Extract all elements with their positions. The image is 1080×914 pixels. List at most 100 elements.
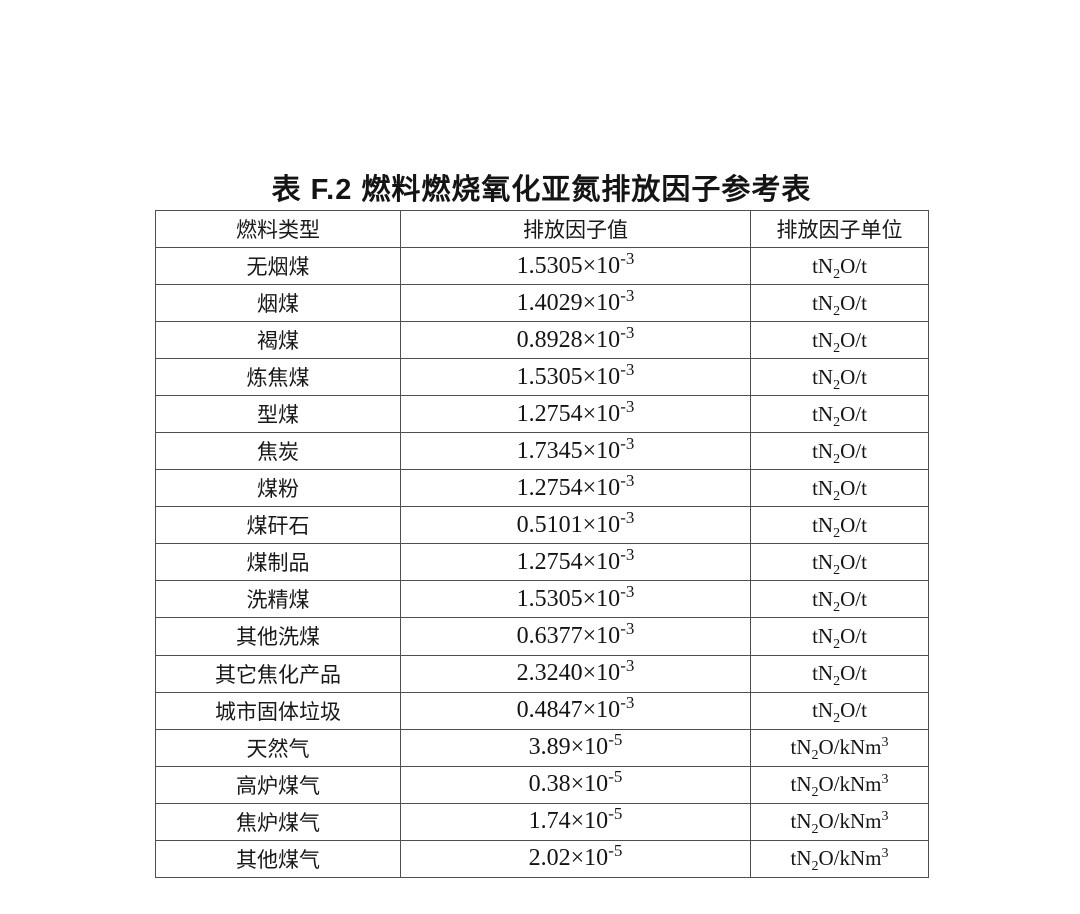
unit-subscript: 2 xyxy=(833,377,841,393)
fuel-cell: 无烟煤 xyxy=(155,246,401,286)
value-exponent: -3 xyxy=(620,359,635,379)
unit-prefix: tN xyxy=(812,549,834,574)
unit-subscript: 2 xyxy=(833,340,841,356)
unit-superscript: 3 xyxy=(881,809,889,825)
unit-cell: tN2O/t xyxy=(750,395,929,434)
value-cell: 3.89×10-5 xyxy=(400,728,751,767)
table-row: 型煤 1.2754×10-3 tN2O/t xyxy=(155,395,929,434)
header-factor-value: 排放因子值 xyxy=(400,210,751,248)
unit-cell: tN2O/t xyxy=(750,580,929,619)
table-row: 焦炉煤气 1.74×10-5 tN2O/kNm3 xyxy=(155,802,929,841)
fuel-cell: 煤制品 xyxy=(155,543,401,582)
emission-factor-table: 燃料类型 排放因子值 排放因子单位 无烟煤 1.5305×10-3 tN2O/t… xyxy=(155,210,929,879)
unit-mid: O/t xyxy=(840,364,867,389)
unit-prefix: tN xyxy=(812,475,834,500)
value-exponent: -3 xyxy=(620,693,635,713)
table-row: 炼焦煤 1.5305×10-3 tN2O/t xyxy=(155,358,929,397)
unit-mid: O/t xyxy=(840,512,867,537)
fuel-cell: 焦炭 xyxy=(155,432,401,471)
unit-subscript: 2 xyxy=(833,488,841,504)
value-cell: 1.2754×10-3 xyxy=(400,469,751,508)
fuel-cell: 褐煤 xyxy=(155,321,401,360)
value-cell: 2.02×10-5 xyxy=(400,839,751,879)
unit-subscript: 2 xyxy=(833,674,841,690)
value-cell: 0.4847×10-3 xyxy=(400,691,751,730)
table-row: 无烟煤 1.5305×10-3 tN2O/t xyxy=(155,246,929,286)
unit-mid: O/t xyxy=(840,661,867,686)
table-row: 煤粉 1.2754×10-3 tN2O/t xyxy=(155,469,929,508)
unit-mid: O/t xyxy=(840,290,867,315)
unit-superscript: 3 xyxy=(881,772,889,788)
unit-mid: O/t xyxy=(840,623,867,648)
unit-cell: tN2O/kNm3 xyxy=(750,839,929,879)
value-exponent: -3 xyxy=(620,507,635,527)
value-exponent: -5 xyxy=(608,730,623,750)
fuel-cell: 煤粉 xyxy=(155,469,401,508)
value-base: 0.5101×10 xyxy=(516,511,621,538)
table-row: 城市固体垃圾 0.4847×10-3 tN2O/t xyxy=(155,691,929,730)
value-exponent: -3 xyxy=(620,544,635,564)
fuel-cell: 其他煤气 xyxy=(155,839,401,879)
unit-cell: tN2O/t xyxy=(750,469,929,508)
table-title: 表 F.2 燃料燃烧氧化亚氮排放因子参考表 xyxy=(271,174,812,206)
value-base: 3.89×10 xyxy=(528,734,609,761)
value-exponent: -5 xyxy=(608,804,623,824)
value-cell: 2.3240×10-3 xyxy=(400,654,751,693)
table-row: 天然气 3.89×10-5 tN2O/kNm3 xyxy=(155,728,929,767)
value-cell: 0.5101×10-3 xyxy=(400,506,751,545)
value-base: 1.5305×10 xyxy=(516,585,621,612)
unit-subscript: 2 xyxy=(833,266,841,282)
value-exponent: -3 xyxy=(620,433,635,453)
fuel-cell: 城市固体垃圾 xyxy=(155,691,401,730)
unit-prefix: tN xyxy=(812,253,834,278)
value-exponent: -3 xyxy=(620,618,635,638)
unit-mid: O/t xyxy=(840,438,867,463)
value-exponent: -5 xyxy=(608,841,623,861)
unit-prefix: tN xyxy=(790,809,812,834)
unit-subscript: 2 xyxy=(833,600,841,616)
unit-prefix: tN xyxy=(812,586,834,611)
value-base: 1.4029×10 xyxy=(516,289,621,316)
value-exponent: -3 xyxy=(620,656,635,676)
unit-subscript: 2 xyxy=(833,637,841,653)
unit-subscript: 2 xyxy=(833,451,841,467)
unit-prefix: tN xyxy=(812,623,834,648)
unit-mid: O/t xyxy=(840,253,867,278)
value-base: 2.3240×10 xyxy=(516,660,621,687)
value-base: 0.8928×10 xyxy=(516,326,621,353)
unit-cell: tN2O/t xyxy=(750,543,929,582)
fuel-cell: 型煤 xyxy=(155,395,401,434)
unit-prefix: tN xyxy=(812,327,834,352)
value-cell: 0.8928×10-3 xyxy=(400,321,751,360)
table-row: 其他煤气 2.02×10-5 tN2O/kNm3 xyxy=(155,839,929,879)
unit-cell: tN2O/t xyxy=(750,246,929,286)
unit-prefix: tN xyxy=(790,846,812,871)
unit-mid: O/t xyxy=(840,401,867,426)
unit-prefix: tN xyxy=(812,290,834,315)
unit-prefix: tN xyxy=(790,772,812,797)
fuel-cell: 其他洗煤 xyxy=(155,617,401,656)
value-base: 0.6377×10 xyxy=(516,622,621,649)
unit-cell: tN2O/kNm3 xyxy=(750,728,929,767)
unit-subscript: 2 xyxy=(833,526,841,542)
value-cell: 1.5305×10-3 xyxy=(400,246,751,286)
unit-prefix: tN xyxy=(812,661,834,686)
unit-mid: O/t xyxy=(840,327,867,352)
value-base: 0.4847×10 xyxy=(516,697,621,724)
table-body: 无烟煤 1.5305×10-3 tN2O/t 烟煤 1.4029×10-3 tN… xyxy=(155,246,929,879)
value-cell: 0.38×10-5 xyxy=(400,765,751,804)
value-base: 1.2754×10 xyxy=(516,548,621,575)
unit-mid: O/t xyxy=(840,586,867,611)
unit-prefix: tN xyxy=(812,401,834,426)
value-cell: 0.6377×10-3 xyxy=(400,617,751,656)
unit-cell: tN2O/t xyxy=(750,506,929,545)
table-row: 煤矸石 0.5101×10-3 tN2O/t xyxy=(155,506,929,545)
value-base: 0.38×10 xyxy=(528,771,609,798)
table-row: 洗精煤 1.5305×10-3 tN2O/t xyxy=(155,580,929,619)
value-exponent: -3 xyxy=(620,470,635,490)
unit-prefix: tN xyxy=(790,735,812,760)
unit-subscript: 2 xyxy=(811,748,819,764)
fuel-cell: 焦炉煤气 xyxy=(155,802,401,841)
table-row: 褐煤 0.8928×10-3 tN2O/t xyxy=(155,321,929,360)
fuel-cell: 天然气 xyxy=(155,728,401,767)
